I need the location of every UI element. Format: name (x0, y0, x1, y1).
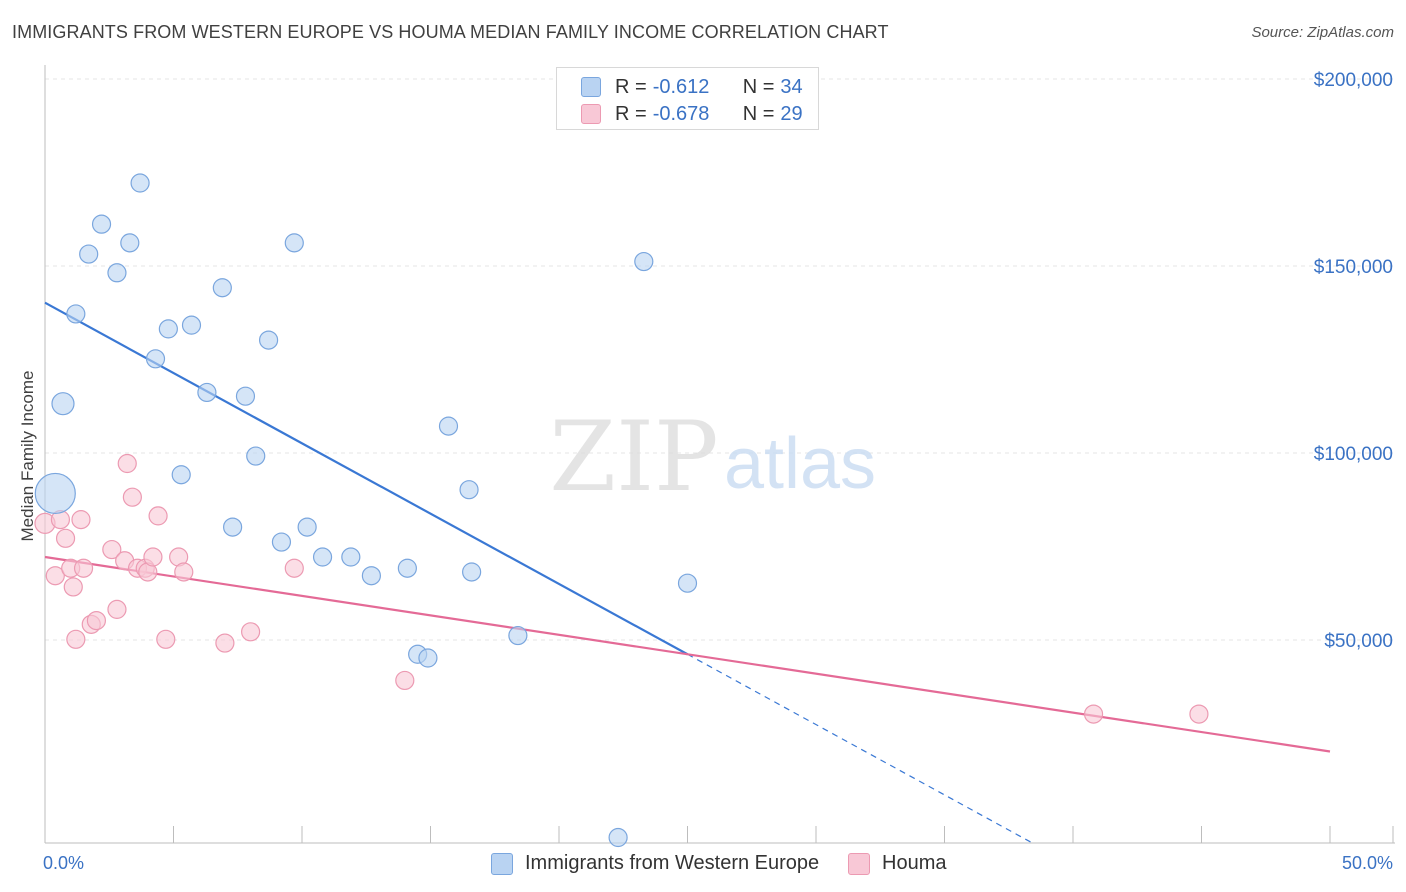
data-point-western-europe (438, 416, 459, 436)
axes (44, 65, 1395, 844)
data-point-houma (1083, 704, 1104, 724)
data-point-western-europe (462, 562, 482, 582)
gridlines (45, 78, 1395, 641)
legend-r-value: -0.678 (652, 102, 710, 125)
data-point-western-europe (284, 233, 304, 253)
trend-lines (44, 301, 1331, 845)
data-point-western-europe (66, 304, 86, 324)
data-point-houma (73, 558, 94, 578)
data-point-western-europe (181, 315, 202, 335)
series-legend-label: Houma (882, 852, 947, 874)
legend-swatch-pink (581, 104, 601, 124)
data-point-western-europe (34, 472, 76, 515)
watermark: ZIP atlas (549, 401, 876, 513)
data-point-houma (156, 629, 176, 649)
data-point-houma (241, 622, 261, 642)
y-tick-label: $200,000 (1314, 70, 1393, 91)
trend-line-houma (44, 555, 1331, 753)
legend-row-western-europe: R = -0.612 N = 34 (581, 75, 803, 99)
data-point-western-europe (130, 173, 150, 193)
data-point-western-europe (271, 532, 292, 552)
data-point-houma (395, 670, 415, 691)
data-point-western-europe (171, 465, 191, 485)
legend-swatch-blue (581, 77, 601, 97)
legend-n-label: N = (742, 75, 775, 98)
series-swatch-pink (848, 852, 870, 875)
data-point-houma (86, 610, 107, 631)
data-point-houma (107, 599, 127, 619)
data-point-western-europe (51, 392, 75, 416)
data-point-houma (63, 577, 83, 597)
y-tick-label: $100,000 (1314, 444, 1393, 465)
data-point-houma (55, 528, 76, 548)
legend-n-value: 34 (780, 75, 803, 98)
data-point-western-europe (145, 349, 166, 369)
data-point-western-europe (418, 648, 438, 668)
x-tick-label: 0.0% (43, 853, 84, 873)
data-point-houma (215, 633, 235, 653)
trend-line-extension (687, 653, 1035, 845)
series-swatch-blue (491, 852, 513, 875)
legend-r-label: R = (615, 102, 647, 125)
data-point-western-europe (120, 233, 140, 253)
legend-r-label: R = (615, 75, 647, 98)
correlation-legend: R = -0.612 N = 34 R = -0.678 N = 29 (556, 67, 819, 130)
data-point-houma (143, 547, 163, 567)
data-point-houma (174, 562, 194, 582)
watermark-zip: ZIP (549, 401, 718, 513)
y-tick-label: $50,000 (1324, 631, 1393, 652)
data-point-western-europe (197, 382, 217, 403)
data-point-western-europe (361, 566, 381, 586)
data-point-western-europe (608, 827, 628, 848)
data-point-western-europe (312, 547, 333, 567)
data-point-western-europe (508, 625, 528, 646)
data-point-western-europe (212, 278, 232, 298)
data-point-houma (284, 558, 304, 578)
series-legend-label: Immigrants from Western Europe (525, 852, 820, 874)
data-point-houma (122, 487, 142, 507)
data-point-houma (117, 453, 137, 474)
data-point-western-europe (459, 480, 479, 500)
source-label: Source: ZipAtlas.com (1251, 24, 1394, 41)
legend-row-houma: R = -0.678 N = 29 (581, 102, 803, 126)
data-point-western-europe (297, 517, 317, 537)
data-point-western-europe (677, 573, 698, 593)
data-point-western-europe (258, 330, 279, 350)
series-legend-western-europe[interactable]: Immigrants from Western Europe (491, 852, 819, 875)
series-legend-houma[interactable]: Houma (848, 852, 946, 875)
y-tick-label: $150,000 (1314, 257, 1393, 278)
legend-n-label: N = (742, 102, 775, 125)
data-point-houma (148, 506, 168, 526)
series-legend: Immigrants from Western Europe Houma (0, 852, 1406, 878)
data-points (34, 173, 1209, 848)
data-point-western-europe (91, 214, 112, 234)
data-point-western-europe (107, 263, 127, 283)
data-point-western-europe (223, 517, 243, 537)
watermark-atlas: atlas (724, 424, 876, 504)
data-point-western-europe (397, 558, 417, 578)
data-point-houma (102, 539, 122, 560)
data-point-houma (66, 629, 86, 649)
y-tick-labels: $50,000 $100,000 $150,000 $200,000 (1314, 70, 1393, 652)
data-point-western-europe (158, 319, 178, 339)
legend-r-value: -0.612 (652, 75, 710, 98)
data-point-houma (45, 566, 65, 586)
data-point-western-europe (235, 386, 256, 406)
data-point-western-europe (246, 446, 266, 466)
chart-title: IMMIGRANTS FROM WESTERN EUROPE VS HOUMA … (12, 22, 889, 42)
legend-n-value: 29 (780, 102, 803, 125)
data-point-western-europe (634, 251, 654, 272)
y-axis-label: Median Family Income (18, 370, 37, 541)
data-point-western-europe (79, 244, 99, 264)
data-point-western-europe (341, 547, 361, 567)
x-tick-label: 50.0% (1342, 853, 1393, 873)
data-point-houma (71, 510, 91, 530)
data-point-houma (1189, 704, 1209, 724)
x-tick-labels: 0.0% 50.0% (43, 853, 1393, 873)
